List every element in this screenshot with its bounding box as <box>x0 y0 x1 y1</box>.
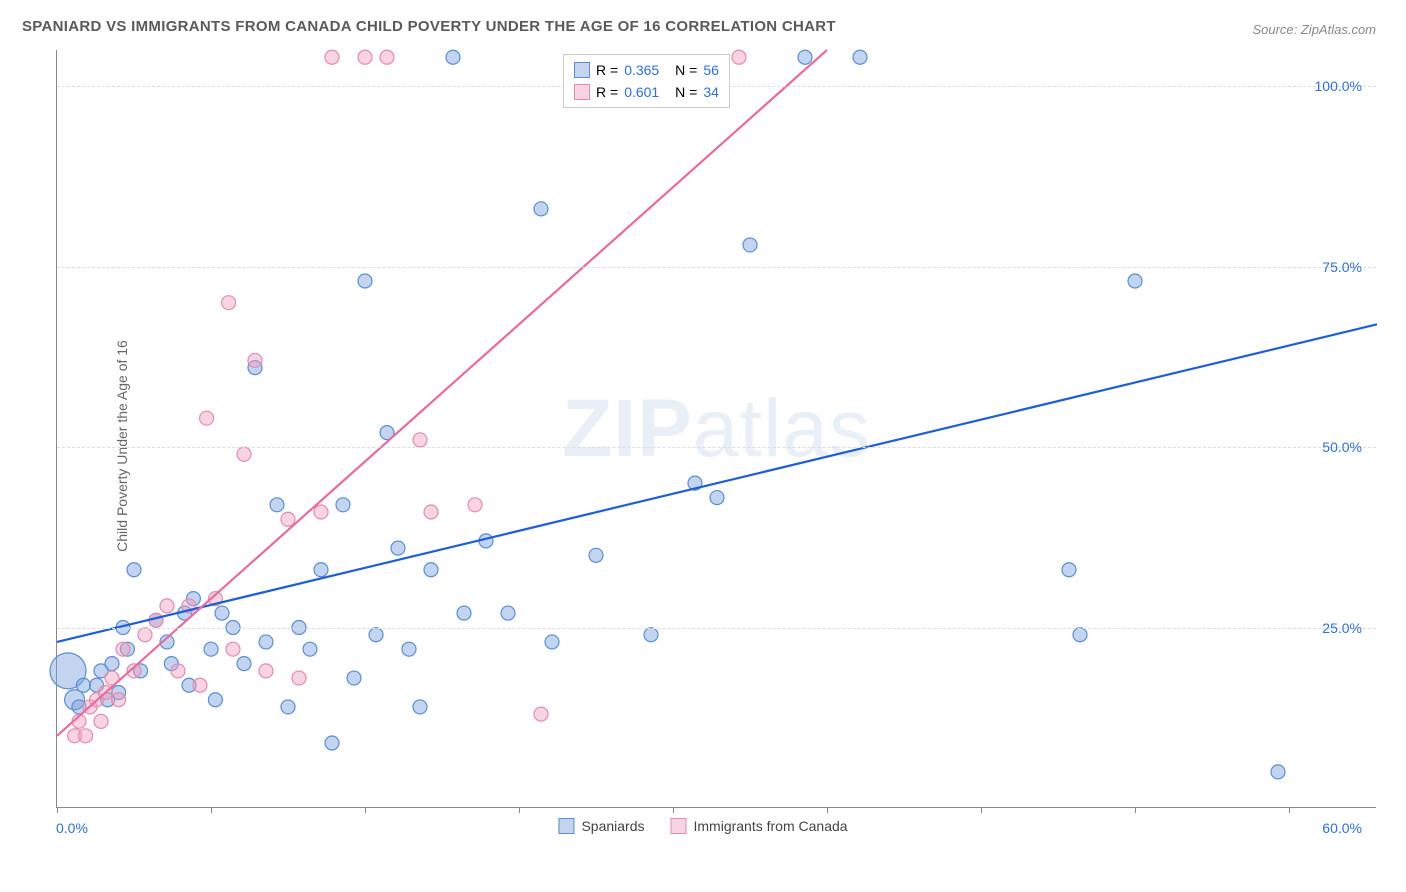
legend-item-immigrants: Immigrants from Canada <box>670 818 847 834</box>
r-value-2: 0.601 <box>624 84 659 100</box>
y-tick-label: 25.0% <box>1322 620 1362 636</box>
swatch-spaniards <box>574 62 590 78</box>
y-tick-label: 75.0% <box>1322 259 1362 275</box>
legend-label-1: Spaniards <box>581 818 644 834</box>
chart-title: SPANIARD VS IMMIGRANTS FROM CANADA CHILD… <box>22 18 836 35</box>
legend-label-2: Immigrants from Canada <box>693 818 847 834</box>
r-label: R = <box>596 84 618 100</box>
legend-item-spaniards: Spaniards <box>558 818 644 834</box>
r-label: R = <box>596 62 618 78</box>
swatch-immigrants <box>574 84 590 100</box>
plot-area: ZIPatlas R = 0.365 N = 56 R = 0.601 N = … <box>56 50 1376 808</box>
n-label: N = <box>675 62 697 78</box>
legend-row-immigrants: R = 0.601 N = 34 <box>574 81 719 103</box>
y-tick-label: 100.0% <box>1315 78 1362 94</box>
r-value-1: 0.365 <box>624 62 659 78</box>
correlation-legend: R = 0.365 N = 56 R = 0.601 N = 34 <box>563 54 730 108</box>
series-legend: Spaniards Immigrants from Canada <box>558 818 847 834</box>
n-value-1: 56 <box>703 62 719 78</box>
x-label-min: 0.0% <box>56 820 88 836</box>
source-label: Source: ZipAtlas.com <box>1252 22 1376 37</box>
y-tick-label: 50.0% <box>1322 439 1362 455</box>
n-label: N = <box>675 84 697 100</box>
swatch-spaniards-icon <box>558 818 574 834</box>
scatter-svg <box>57 50 1376 807</box>
x-label-max: 60.0% <box>1322 820 1362 836</box>
legend-row-spaniards: R = 0.365 N = 56 <box>574 59 719 81</box>
swatch-immigrants-icon <box>670 818 686 834</box>
n-value-2: 34 <box>703 84 719 100</box>
